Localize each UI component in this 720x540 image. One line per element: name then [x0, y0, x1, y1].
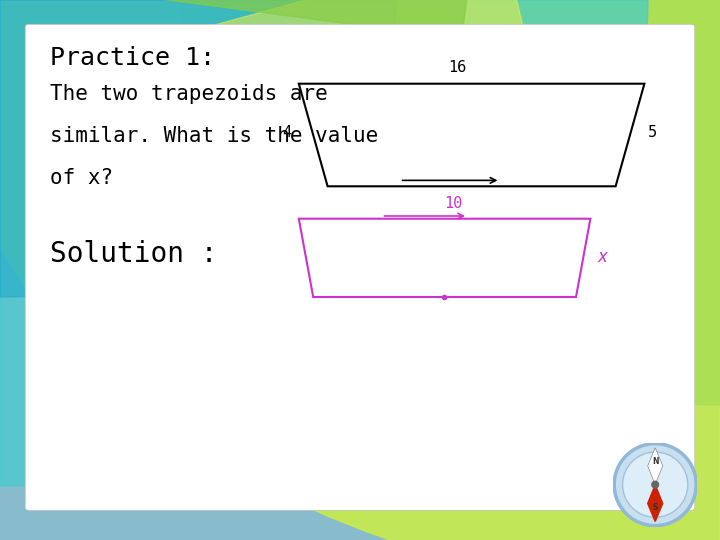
- Text: similar. What is the value: similar. What is the value: [50, 126, 379, 146]
- Text: of x?: of x?: [50, 168, 114, 188]
- Wedge shape: [180, 0, 720, 405]
- Text: x: x: [598, 247, 608, 266]
- Wedge shape: [0, 0, 648, 486]
- Polygon shape: [648, 485, 662, 522]
- Text: Solution :: Solution :: [50, 240, 218, 268]
- Text: S: S: [652, 503, 658, 512]
- Wedge shape: [132, 0, 573, 243]
- Text: Practice 1:: Practice 1:: [50, 46, 215, 70]
- FancyBboxPatch shape: [25, 24, 695, 510]
- Wedge shape: [0, 0, 468, 39]
- Circle shape: [623, 452, 688, 517]
- Text: 10: 10: [444, 195, 463, 211]
- Wedge shape: [0, 0, 396, 297]
- Circle shape: [652, 481, 659, 488]
- Text: 4: 4: [282, 125, 292, 140]
- Text: 16: 16: [448, 59, 467, 75]
- Text: N: N: [652, 457, 659, 466]
- Text: 5: 5: [648, 125, 657, 140]
- Circle shape: [614, 444, 696, 525]
- Text: The two trapezoids are: The two trapezoids are: [50, 84, 328, 104]
- Polygon shape: [648, 448, 662, 485]
